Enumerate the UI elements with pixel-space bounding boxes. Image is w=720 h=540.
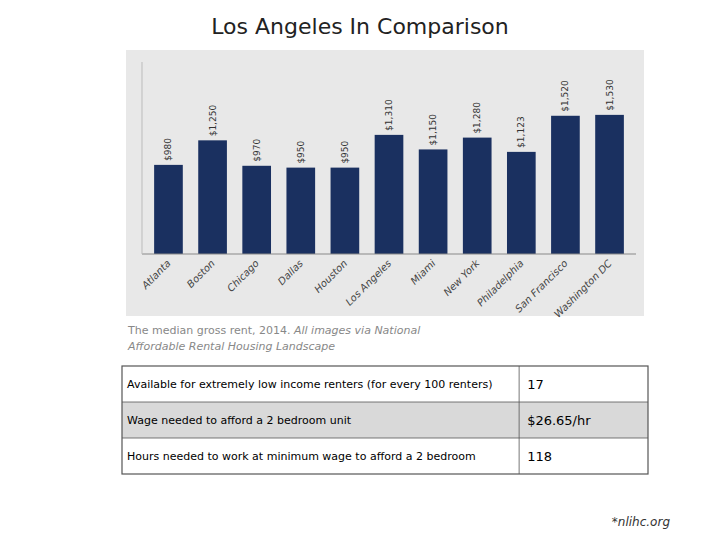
x-tick-label: New York xyxy=(441,257,482,298)
bar xyxy=(331,168,360,254)
bar xyxy=(375,135,404,254)
x-tick-label: Chicago xyxy=(225,258,261,294)
table-label: Wage needed to afford a 2 bedroom unit xyxy=(127,414,352,427)
table-separator xyxy=(122,402,648,403)
caption-text: Affordable Rental Housing Landscape xyxy=(127,340,335,353)
data-label: $1,250 xyxy=(208,105,218,137)
bar xyxy=(198,140,227,254)
bar xyxy=(463,138,492,254)
table-border xyxy=(122,366,648,474)
table-row xyxy=(122,402,648,438)
table-row xyxy=(122,438,648,474)
bar xyxy=(286,168,315,254)
table: Available for extremely low income rente… xyxy=(122,366,648,474)
bar xyxy=(419,149,448,254)
bar xyxy=(242,166,271,254)
table-value: 118 xyxy=(527,449,552,464)
chart-canvas: Los Angeles In Comparison$980$1,250$970$… xyxy=(0,0,720,540)
bar xyxy=(154,165,183,254)
x-tick-label: Miami xyxy=(408,257,437,286)
table-label: Available for extremely low income rente… xyxy=(127,378,492,391)
data-label: $950 xyxy=(340,140,350,163)
bars xyxy=(154,115,624,254)
data-label: $970 xyxy=(252,139,262,162)
title: Los Angeles In Comparison xyxy=(211,14,509,39)
x-tick-label: Boston xyxy=(185,258,217,290)
chart-background xyxy=(126,50,644,316)
data-label: $1,310 xyxy=(384,99,394,131)
data-labels: $980 $1,250 $970 $950 $950 $1,310 $1,150 $1,280… xyxy=(163,79,614,164)
caption-text: All images via National xyxy=(293,324,420,337)
x-tick-label: Dallas xyxy=(276,258,306,288)
data-label: $1,123 xyxy=(516,116,526,148)
table-value: 17 xyxy=(527,377,544,392)
table-value: $26.65/hr xyxy=(527,413,591,428)
bar xyxy=(507,152,536,254)
data-label: $1,520 xyxy=(560,80,570,112)
x-tick-label: Houston xyxy=(312,258,349,295)
table-label: Hours needed to work at minimum wage to … xyxy=(127,450,476,463)
x-tick-label: Washington DC xyxy=(552,258,614,320)
x-axis-line xyxy=(142,254,636,255)
data-label: $1,150 xyxy=(428,114,438,146)
caption-text: The median gross rent, 2014. xyxy=(127,324,294,337)
footer: *nlihc.org xyxy=(612,515,671,529)
table-row xyxy=(122,366,648,402)
data-label: $1,530 xyxy=(605,79,615,111)
x-tick-label: Atlanta xyxy=(139,258,173,292)
x-tick-labels: Atlanta BostonChicago DallasHoustonLos Ang… xyxy=(139,257,614,320)
data-label: $950 xyxy=(296,140,306,163)
bar xyxy=(595,115,624,254)
table-divider xyxy=(519,366,520,474)
bar xyxy=(551,116,580,254)
data-label: $1,280 xyxy=(472,102,482,134)
table-separator xyxy=(122,438,648,439)
data-label: $980 xyxy=(163,138,173,161)
y-axis-line xyxy=(142,62,143,254)
x-tick-label: Los Angeles xyxy=(343,258,393,308)
caption: The median gross rent, 2014. All images … xyxy=(127,324,420,337)
